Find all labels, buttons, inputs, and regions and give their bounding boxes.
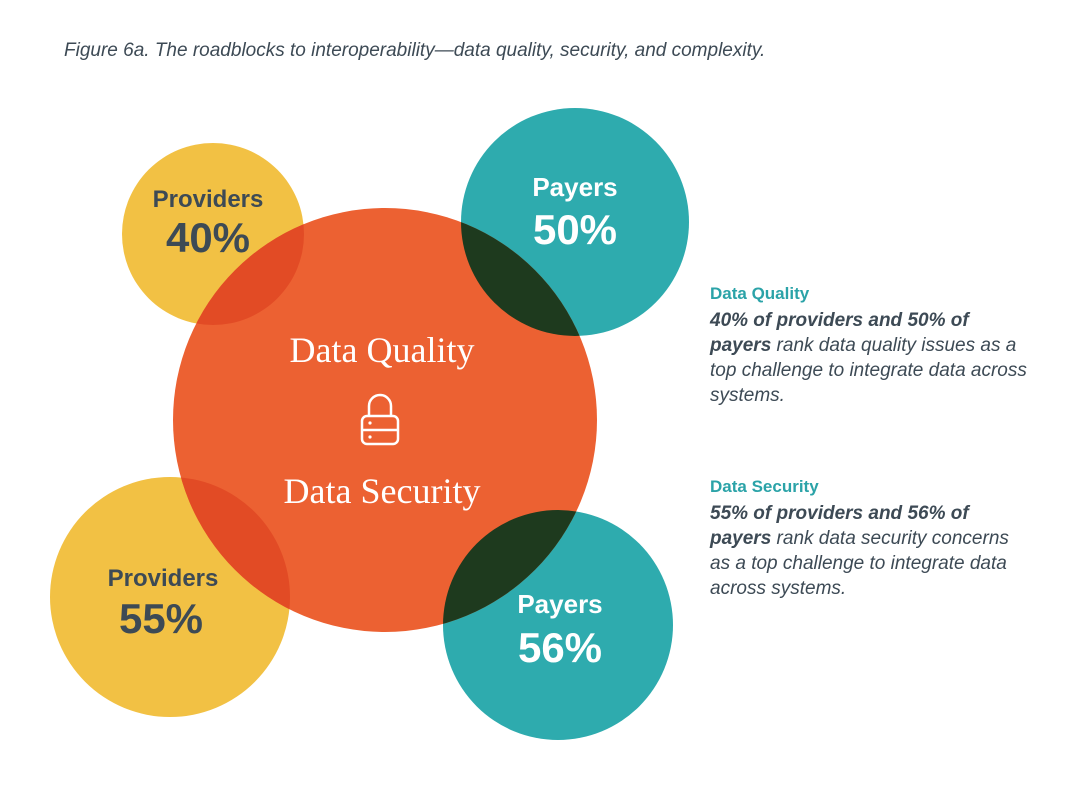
- lock-icon: [360, 393, 400, 446]
- center-line-data-security: Data Security: [284, 471, 481, 511]
- data-quality-note-highlight: 40% of providers and 50% of payers: [710, 310, 969, 356]
- providers-40-value: 40%: [166, 214, 250, 261]
- providers-40-label: Providers: [153, 186, 264, 213]
- data-security-note-text: rank data security concerns as a top cha…: [710, 528, 1009, 599]
- center-line-data-quality: Data Quality: [290, 330, 475, 370]
- data-quality-note-body: 40% of providers and 50% of payers rank …: [710, 308, 1030, 408]
- overlap-providers-55: [173, 477, 290, 632]
- data-security-note-highlight: 55% of providers and 56% of payers: [710, 503, 969, 549]
- payers-50-value: 50%: [533, 206, 617, 253]
- payers-50-label: Payers: [532, 172, 617, 202]
- data-quality-note-text: rank data quality issues as a top challe…: [710, 335, 1027, 406]
- data-security-note: Data Security 55% of providers and 56% o…: [710, 477, 1030, 601]
- providers-55-value: 55%: [119, 595, 203, 642]
- data-security-note-body: 55% of providers and 56% of payers rank …: [710, 501, 1030, 601]
- data-quality-note: Data Quality 40% of providers and 50% of…: [710, 284, 1030, 408]
- figure-caption: Figure 6a. The roadblocks to interoperab…: [64, 40, 766, 61]
- payers-56-value: 56%: [518, 624, 602, 671]
- data-quality-note-title: Data Quality: [710, 284, 810, 303]
- payers-56-label: Payers: [517, 589, 602, 619]
- data-security-note-title: Data Security: [710, 477, 819, 496]
- data-quality-security-circle: [173, 208, 597, 632]
- providers-55-label: Providers: [108, 565, 219, 592]
